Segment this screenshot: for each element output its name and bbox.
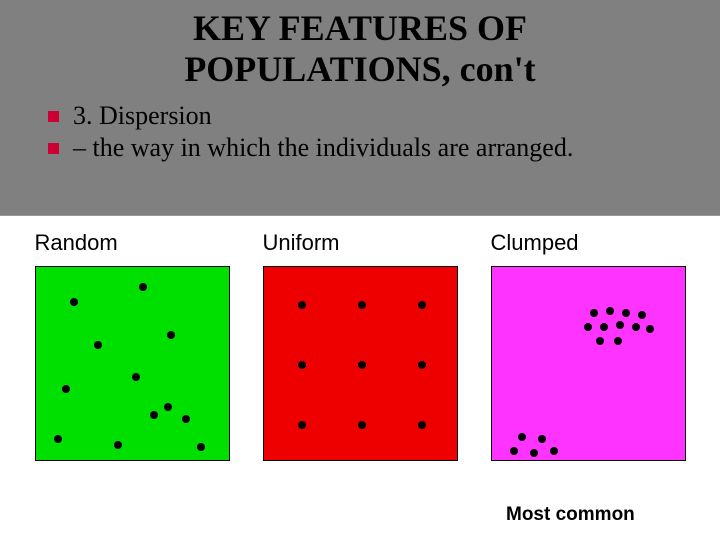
dot-icon <box>614 337 622 345</box>
title-line-1: KEY FEATURES OF <box>20 8 700 49</box>
dot-icon <box>139 283 147 291</box>
dot-icon <box>418 361 426 369</box>
dispersion-panel: Clumped <box>491 230 686 461</box>
dot-icon <box>182 415 190 423</box>
dot-icon <box>54 435 62 443</box>
dot-icon <box>596 337 604 345</box>
bullet-marker-icon <box>48 143 59 154</box>
dot-icon <box>590 309 598 317</box>
panel-box <box>491 266 686 461</box>
dot-icon <box>132 373 140 381</box>
dot-icon <box>358 361 366 369</box>
bullet-text: – the way in which the individuals are a… <box>73 133 573 163</box>
bullet-list: 3. Dispersion – the way in which the ind… <box>0 101 720 175</box>
dot-icon <box>150 411 158 419</box>
dispersion-panel: Uniform <box>263 230 458 461</box>
dot-icon <box>418 421 426 429</box>
dot-icon <box>298 361 306 369</box>
panel-label: Random <box>35 230 118 256</box>
dispersion-panel: Random <box>35 230 230 461</box>
dot-icon <box>358 421 366 429</box>
dot-icon <box>646 325 654 333</box>
dot-icon <box>538 435 546 443</box>
dot-icon <box>197 443 205 451</box>
dot-icon <box>518 433 526 441</box>
dot-icon <box>616 321 624 329</box>
diagram-caption: Most common <box>506 504 635 526</box>
dot-icon <box>358 301 366 309</box>
bullet-marker-icon <box>48 111 59 122</box>
dot-icon <box>600 323 608 331</box>
dot-icon <box>298 301 306 309</box>
panel-label: Clumped <box>491 230 579 256</box>
dot-icon <box>530 449 538 457</box>
dot-icon <box>510 447 518 455</box>
bullet-item: – the way in which the individuals are a… <box>48 133 690 163</box>
panel-box <box>35 266 230 461</box>
title-line-2: POPULATIONS, con't <box>20 49 700 90</box>
dot-icon <box>418 301 426 309</box>
slide-title: KEY FEATURES OF POPULATIONS, con't <box>0 0 720 101</box>
dot-icon <box>606 307 614 315</box>
bullet-item: 3. Dispersion <box>48 101 690 131</box>
dot-icon <box>622 309 630 317</box>
dispersion-diagram: Random Uniform Clumped Most common <box>0 215 720 540</box>
dot-icon <box>164 403 172 411</box>
diagram-panels: Random Uniform Clumped <box>0 216 720 461</box>
bullet-text: 3. Dispersion <box>73 101 212 131</box>
dot-icon <box>632 323 640 331</box>
dot-icon <box>167 331 175 339</box>
dot-icon <box>584 323 592 331</box>
dot-icon <box>70 298 78 306</box>
dot-icon <box>62 385 70 393</box>
panel-label: Uniform <box>263 230 340 256</box>
dot-icon <box>114 441 122 449</box>
dot-icon <box>298 421 306 429</box>
panel-box <box>263 266 458 461</box>
dot-icon <box>94 341 102 349</box>
dot-icon <box>638 311 646 319</box>
dot-icon <box>550 447 558 455</box>
